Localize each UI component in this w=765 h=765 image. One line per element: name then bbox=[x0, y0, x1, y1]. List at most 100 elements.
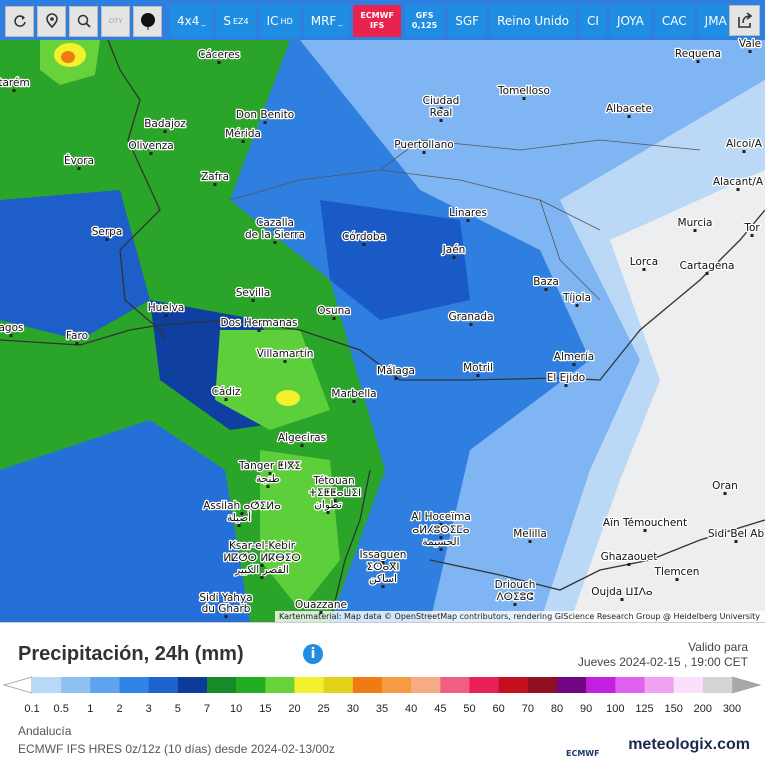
model-button[interactable]: JMA bbox=[697, 5, 734, 37]
city-label: Olivenza bbox=[128, 140, 173, 152]
valid-label: Valido para bbox=[688, 640, 748, 654]
city-label: طنجة bbox=[256, 473, 280, 485]
city-dot bbox=[268, 472, 272, 475]
scale-label: 5 bbox=[175, 703, 181, 715]
city-dot bbox=[319, 611, 323, 614]
share-button[interactable] bbox=[729, 5, 760, 36]
city-dot bbox=[439, 523, 443, 526]
location-button[interactable] bbox=[37, 5, 66, 37]
city-label: Málaga bbox=[377, 365, 415, 377]
city-dot bbox=[251, 299, 255, 302]
city-label: Tlemcen bbox=[654, 566, 700, 578]
city-label: Ksar-el-Kebir bbox=[229, 540, 296, 552]
city-dot bbox=[164, 314, 168, 317]
city-dot bbox=[224, 398, 228, 401]
button-label: JOYA bbox=[616, 14, 644, 28]
model-button[interactable]: CAC bbox=[654, 5, 694, 37]
city-label: Évora bbox=[64, 154, 94, 167]
city-dot bbox=[544, 288, 548, 291]
city-label: Tanger ⵟⵏⴳⵉ bbox=[238, 460, 301, 472]
city-label: Ciudad bbox=[423, 95, 460, 107]
marker-button[interactable] bbox=[133, 5, 162, 37]
city-dot bbox=[723, 492, 727, 495]
scale-box bbox=[440, 677, 470, 693]
zoom-button[interactable] bbox=[69, 5, 98, 37]
ecmwf-logo: ECMWF bbox=[566, 749, 600, 758]
valid-time: Jueves 2024-02-15 , 19:00 CET bbox=[577, 655, 748, 669]
model-button[interactable]: 4x4 _ bbox=[170, 5, 213, 37]
button-label: CI bbox=[587, 14, 599, 28]
city-dot bbox=[748, 50, 752, 53]
scale-box bbox=[527, 677, 558, 693]
city-dot bbox=[224, 604, 228, 607]
precip-field bbox=[260, 450, 340, 610]
city-label: Alacant/A bbox=[713, 176, 764, 188]
city-dot bbox=[734, 540, 738, 543]
model-info: ECMWF IFS HRES 0z/12z (10 días) desde 20… bbox=[18, 742, 335, 756]
model-button[interactable]: IC HD bbox=[259, 5, 300, 37]
city-dot bbox=[332, 317, 336, 320]
city-label: Sidi Bel Ab bbox=[708, 528, 765, 540]
button-label: SGF bbox=[455, 14, 480, 28]
city-dot bbox=[381, 585, 385, 588]
city-label: تطوان bbox=[314, 499, 342, 511]
city-label: Algeciras bbox=[278, 432, 326, 444]
refresh-button[interactable] bbox=[5, 5, 34, 37]
city-label: Jaén bbox=[442, 244, 466, 256]
precip-field bbox=[61, 51, 75, 63]
city-dot bbox=[575, 304, 579, 307]
attribution-bg bbox=[275, 611, 765, 622]
scale-box bbox=[148, 677, 179, 693]
city-dot bbox=[283, 360, 287, 363]
scale-box bbox=[119, 677, 149, 693]
city-dot bbox=[394, 377, 398, 380]
city-label: Tor bbox=[743, 222, 760, 234]
city-dot bbox=[439, 119, 443, 122]
city-dot bbox=[75, 342, 79, 345]
city-dot bbox=[742, 150, 746, 153]
city-label: Faro bbox=[66, 330, 88, 342]
scale-label: 45 bbox=[434, 703, 446, 715]
model-button[interactable]: ECMWF IFS bbox=[353, 5, 401, 37]
model-button[interactable]: S EZ4 bbox=[216, 5, 256, 37]
city-label: Murcia bbox=[678, 217, 713, 229]
city-label: Motril bbox=[463, 362, 493, 374]
model-button[interactable]: MRF _ bbox=[303, 5, 350, 37]
city-dot bbox=[513, 603, 517, 606]
city-label: الحسيمة bbox=[422, 536, 459, 548]
city-button[interactable]: CITY bbox=[101, 5, 130, 37]
button-sub: 0,125 bbox=[411, 21, 438, 30]
city-label: Al Hoceïma bbox=[411, 511, 471, 523]
city-label: Linares bbox=[449, 207, 487, 219]
scale-box bbox=[615, 677, 645, 693]
city-label: Huelva bbox=[148, 302, 185, 314]
model-button[interactable]: GFS 0,125 bbox=[404, 5, 445, 37]
city-dot bbox=[522, 97, 526, 100]
button-sub: IFS bbox=[370, 21, 385, 30]
attribution: Kartenmaterial: Map data © OpenStreetMap… bbox=[279, 612, 760, 621]
region: Andalucía bbox=[18, 724, 72, 738]
city-label: Ghazaouet bbox=[601, 551, 658, 563]
city-label: القصر الكبير bbox=[234, 564, 289, 576]
scale-box bbox=[469, 677, 499, 693]
city-label: du Gharb bbox=[202, 603, 251, 615]
legend-panel: Precipitación, 24h (mm) i Valido para Ju… bbox=[0, 622, 765, 765]
scale-box bbox=[32, 677, 62, 693]
city-dot bbox=[333, 499, 337, 502]
precip-field bbox=[215, 330, 330, 430]
city-dot bbox=[105, 238, 109, 241]
city-label: Osuna bbox=[317, 305, 350, 317]
model-button[interactable]: CI bbox=[580, 5, 606, 37]
city-dot bbox=[750, 234, 754, 237]
city-dot bbox=[476, 374, 480, 377]
city-dot bbox=[439, 548, 443, 551]
scale-box bbox=[702, 677, 733, 693]
city-label: Lorca bbox=[630, 256, 658, 268]
model-button[interactable]: JOYA bbox=[609, 5, 651, 37]
info-button[interactable]: i bbox=[303, 644, 323, 664]
model-button[interactable]: SGF bbox=[448, 5, 487, 37]
scale-label: 60 bbox=[493, 703, 505, 715]
scale-label: 20 bbox=[288, 703, 300, 715]
scale-box bbox=[498, 677, 529, 693]
model-button[interactable]: Reino Unido bbox=[490, 5, 577, 37]
